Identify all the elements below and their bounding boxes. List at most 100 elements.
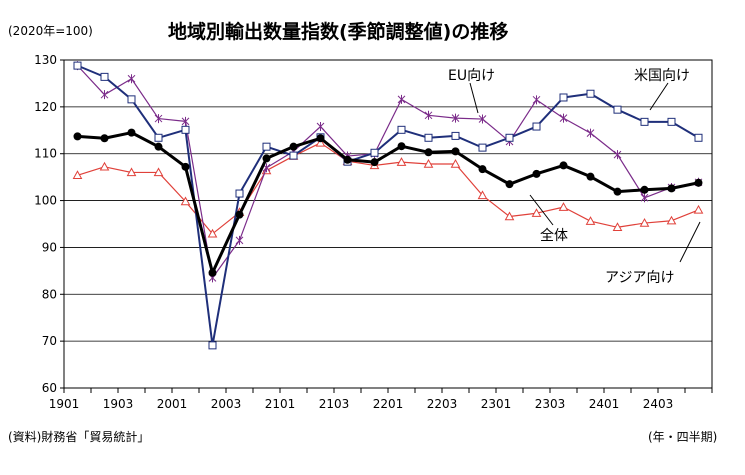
series-line [77, 131, 699, 275]
asia-callout-leader [679, 221, 701, 263]
y-tick-label: 70 [42, 334, 57, 348]
data-point [154, 133, 163, 142]
data-point [262, 154, 271, 163]
x-tick-label: 2001 [157, 397, 188, 411]
data-point [181, 125, 190, 134]
data-point [559, 113, 568, 123]
data-point [397, 125, 406, 134]
series-line [77, 142, 699, 235]
x-axis-ticks: 1901 1903 2001 2003 2101 2103 2201 2203 2301 2303… [49, 388, 713, 411]
data-point [639, 218, 650, 227]
x-tick-label: 1901 [49, 397, 80, 411]
plot-area-frame [63, 59, 713, 389]
data-point [100, 134, 109, 143]
y-tick-label: 90 [42, 240, 57, 254]
data-point [585, 216, 596, 225]
data-point [693, 204, 704, 214]
data-point [505, 180, 514, 189]
data-point [208, 268, 217, 277]
chart-title: 地域別輸出数量指数(季節調整値)の推移 [168, 20, 508, 43]
data-point [127, 95, 136, 104]
data-point [235, 210, 244, 219]
data-point [586, 89, 595, 98]
data-point [73, 132, 82, 141]
data-point [424, 148, 433, 157]
data-point [181, 162, 190, 171]
y-tick-label: 60 [42, 381, 57, 395]
series-line [77, 64, 700, 347]
data-point [450, 158, 461, 168]
data-point [235, 235, 244, 245]
data-point [613, 105, 622, 114]
data-point [478, 114, 487, 124]
data-point [343, 155, 352, 164]
data-point [451, 113, 460, 123]
y-tick-label: 110 [34, 147, 57, 161]
y-tick-label: 130 [34, 53, 57, 67]
data-point [640, 117, 649, 126]
data-point [424, 110, 433, 120]
data-point [640, 193, 649, 203]
eu-callout-leader [469, 82, 479, 114]
series-asia [72, 137, 704, 238]
x-tick-label: 2101 [265, 397, 296, 411]
data-point [505, 133, 514, 142]
asia-callout-label: アジア向け [605, 270, 674, 286]
data-point [289, 151, 298, 160]
x-tick-label: 2403 [643, 397, 674, 411]
x-tick-label: 2301 [481, 397, 512, 411]
data-point [478, 165, 487, 174]
total-callout-leader [529, 194, 554, 226]
data-point [181, 116, 190, 126]
source-note: (資料)財務省「貿易統計」 [8, 429, 149, 444]
data-point [127, 74, 136, 84]
data-point [424, 133, 433, 142]
us-callout-leader [649, 82, 669, 111]
data-point [73, 61, 82, 70]
data-point [289, 142, 298, 151]
series-eu [73, 61, 703, 283]
data-point [586, 128, 595, 138]
data-point [315, 137, 326, 147]
data-point [316, 122, 325, 132]
data-point [532, 122, 541, 131]
data-point [613, 187, 622, 196]
data-point [559, 93, 568, 102]
data-point [694, 178, 703, 187]
data-point [316, 134, 325, 143]
data-point [397, 94, 406, 104]
data-point [667, 117, 676, 126]
x-tick-label: 2103 [319, 397, 350, 411]
data-point [370, 148, 379, 157]
data-point [370, 158, 379, 167]
data-point [531, 208, 542, 217]
series-layer [72, 61, 704, 350]
data-point [532, 169, 541, 178]
data-point [153, 167, 164, 177]
series-us [73, 61, 703, 350]
data-point [559, 161, 568, 170]
data-point [423, 158, 434, 168]
period-note: (年・四半期) [648, 430, 717, 444]
data-point [666, 215, 677, 225]
data-point [100, 72, 109, 81]
data-point [262, 142, 271, 151]
data-point [477, 190, 488, 200]
data-point [612, 222, 623, 231]
y-tick-label: 120 [34, 100, 57, 114]
data-point [180, 196, 191, 206]
data-point [207, 228, 218, 238]
data-point [532, 95, 541, 105]
data-point [126, 167, 137, 177]
x-tick-label: 2203 [427, 397, 458, 411]
x-tick-label: 2201 [373, 397, 404, 411]
data-point [478, 143, 487, 152]
data-point [558, 202, 569, 211]
us-callout-label: 米国向け [634, 68, 690, 84]
total-callout-label: 全体 [540, 227, 568, 244]
data-point [667, 184, 676, 193]
x-tick-label: 1903 [103, 397, 134, 411]
series-total [73, 128, 703, 277]
x-tick-label: 2401 [589, 397, 620, 411]
